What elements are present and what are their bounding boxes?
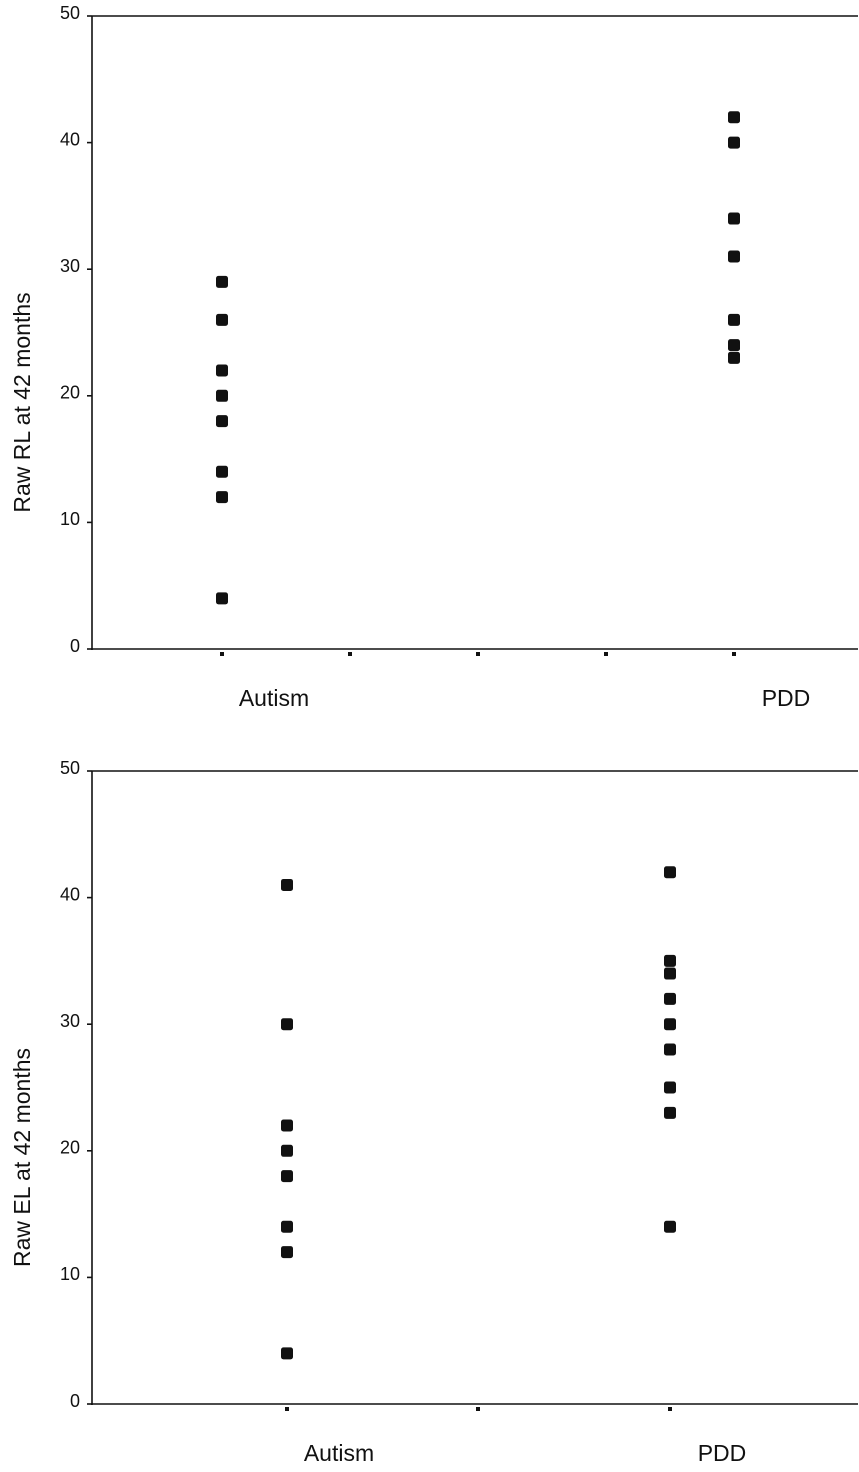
data-point-autism-6 <box>281 1246 293 1259</box>
data-point-pdd-5 <box>664 1043 676 1056</box>
data-point-autism-1 <box>216 313 228 326</box>
data-point-pdd-4 <box>664 1018 676 1031</box>
y-tick-label: 0 <box>70 636 80 656</box>
y-tick-label: 20 <box>60 1138 80 1158</box>
x-slot-tick <box>476 1407 480 1411</box>
data-point-pdd-2 <box>664 967 676 980</box>
x-slot-tick <box>732 652 736 656</box>
y-axis-title: Raw EL at 42 months <box>9 1048 35 1267</box>
x-slot-tick <box>476 652 480 656</box>
y-tick-label: 10 <box>60 1264 80 1284</box>
x-slot-tick <box>604 652 608 656</box>
category-label: Autism <box>239 685 309 711</box>
data-point-autism-4 <box>216 415 228 428</box>
category-label: PDD <box>762 685 811 711</box>
y-tick-label: 40 <box>60 129 80 149</box>
x-slot-tick <box>348 652 352 656</box>
x-slot-tick <box>220 652 224 656</box>
data-point-pdd-6 <box>728 351 740 364</box>
data-point-autism-2 <box>281 1119 293 1132</box>
y-tick-label: 50 <box>60 758 80 778</box>
data-point-pdd-3 <box>664 992 676 1005</box>
data-point-autism-1 <box>281 1018 293 1031</box>
data-point-pdd-5 <box>728 339 740 352</box>
y-tick-label: 50 <box>60 3 80 23</box>
y-tick-label: 20 <box>60 383 80 403</box>
data-point-autism-3 <box>281 1144 293 1157</box>
data-point-autism-3 <box>216 389 228 402</box>
el-scatter-panel: 0 10 20 30 40 50 Autism PDD Raw EL at 42 months <box>9 758 858 1466</box>
y-tick-label: 30 <box>60 256 80 276</box>
data-point-pdd-0 <box>664 866 676 879</box>
data-point-autism-6 <box>216 491 228 504</box>
y-tick-label: 0 <box>70 1391 80 1411</box>
y-tick-label: 30 <box>60 1011 80 1031</box>
data-point-pdd-3 <box>728 250 740 263</box>
y-tick-label: 10 <box>60 509 80 529</box>
data-point-pdd-2 <box>728 212 740 225</box>
data-point-pdd-6 <box>664 1081 676 1094</box>
data-point-autism-0 <box>216 275 228 288</box>
rl-scatter-panel: 0 10 20 30 40 50 Autism PDD Raw RL at 42 months <box>9 3 858 711</box>
data-point-autism-5 <box>216 465 228 478</box>
x-slot-tick <box>285 1407 289 1411</box>
x-slot-tick <box>668 1407 672 1411</box>
y-tick-label: 40 <box>60 884 80 904</box>
category-label: PDD <box>698 1440 747 1466</box>
data-point-autism-0 <box>281 878 293 891</box>
data-point-pdd-1 <box>728 136 740 149</box>
y-axis-title: Raw RL at 42 months <box>9 292 35 512</box>
data-point-pdd-0 <box>728 111 740 124</box>
data-point-pdd-7 <box>664 1106 676 1119</box>
data-point-autism-5 <box>281 1220 293 1233</box>
data-point-pdd-1 <box>664 954 676 967</box>
category-label: Autism <box>304 1440 374 1466</box>
data-point-autism-2 <box>216 364 228 377</box>
data-point-autism-7 <box>216 592 228 605</box>
data-point-pdd-8 <box>664 1220 676 1233</box>
data-point-autism-4 <box>281 1170 293 1183</box>
data-point-autism-7 <box>281 1347 293 1360</box>
data-point-pdd-4 <box>728 313 740 326</box>
